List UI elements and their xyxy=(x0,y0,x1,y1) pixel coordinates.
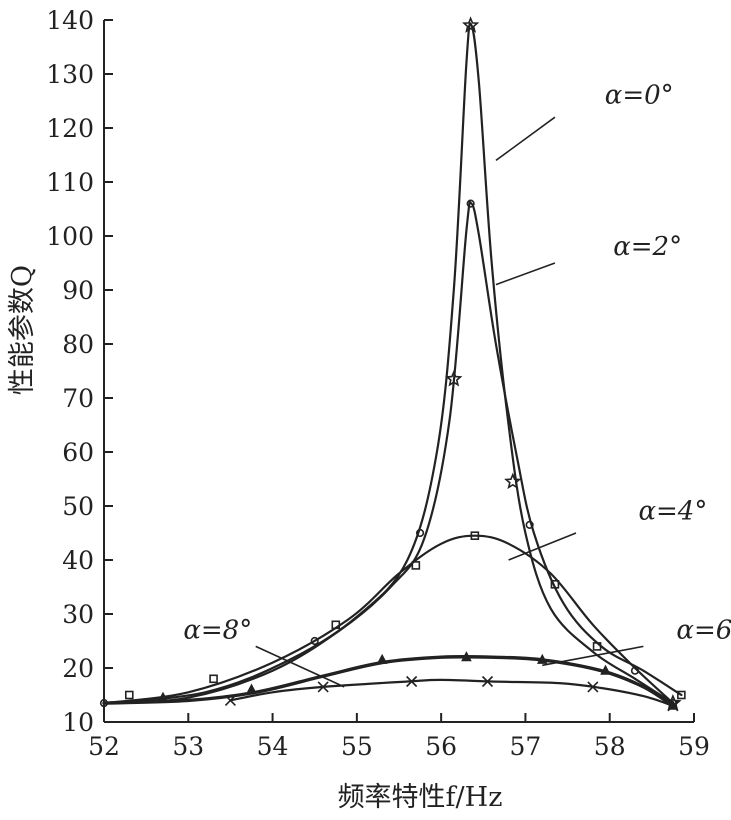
x-tick-label: 58 xyxy=(594,732,626,761)
x-ticks: 52 53 54 55 56 57 58 59 xyxy=(88,713,710,761)
data-point-circle xyxy=(630,666,640,675)
y-tick-label: 60 xyxy=(62,438,94,467)
series-label-leader xyxy=(255,645,345,688)
series-label: α=8° xyxy=(183,615,252,645)
y-tick-label: 70 xyxy=(62,384,94,413)
data-point-circle xyxy=(466,199,475,208)
data-point-square xyxy=(331,620,341,630)
curves xyxy=(102,22,683,708)
data-point-triangle xyxy=(246,683,257,694)
data-point-square xyxy=(411,561,421,570)
series-line xyxy=(102,22,674,705)
series-line xyxy=(102,534,674,705)
y-tick-label: 10 xyxy=(62,708,94,737)
data-point-cross xyxy=(667,700,679,712)
series-label: α=2° xyxy=(613,232,682,262)
y-tick-label: 130 xyxy=(46,60,94,89)
x-tick-label: 53 xyxy=(172,732,204,761)
data-point-square xyxy=(677,690,686,700)
data-point-square xyxy=(592,642,602,651)
series-label-leader xyxy=(495,116,556,162)
y-tick-label: 20 xyxy=(62,654,94,683)
data-point-triangle xyxy=(376,653,388,664)
data-point-square xyxy=(470,531,480,541)
y-tick-label: 120 xyxy=(46,114,94,143)
series-label: α=0° xyxy=(605,81,674,111)
y-tick-label: 140 xyxy=(46,6,94,35)
series-label: α=6° xyxy=(676,615,731,645)
y-tick-label: 50 xyxy=(62,492,94,521)
x-tick-label: 56 xyxy=(425,732,457,761)
data-point-cross xyxy=(317,681,329,693)
series-label-leader xyxy=(495,262,556,286)
data-point-triangle xyxy=(536,653,548,664)
data-point-triangle xyxy=(600,664,611,675)
data-point-star xyxy=(504,472,522,490)
data-point-cross xyxy=(224,694,236,706)
data-point-cross xyxy=(587,681,599,693)
data-point-circle xyxy=(525,520,534,530)
data-point-circle xyxy=(310,636,319,646)
x-tick-label: 52 xyxy=(88,732,120,761)
data-point-triangle xyxy=(461,651,472,662)
data-point-circle xyxy=(99,698,109,708)
series-label-leader xyxy=(508,532,577,561)
series-label-leader xyxy=(542,645,644,667)
y-tick-label: 90 xyxy=(62,276,94,305)
data-point-triangle xyxy=(157,691,169,702)
data-point-square xyxy=(550,579,560,589)
x-axis: 52 53 54 55 56 57 58 59 xyxy=(88,713,710,761)
x-tick-label: 54 xyxy=(257,732,289,761)
x-tick-label: 59 xyxy=(678,732,710,761)
y-tick-label: 110 xyxy=(46,168,94,197)
data-point-star xyxy=(445,369,463,387)
data-point-square xyxy=(209,674,218,684)
markers xyxy=(99,16,686,712)
y-axis-title: 性能参数Q xyxy=(7,265,38,395)
data-point-square xyxy=(124,690,134,700)
y-tick-label: 40 xyxy=(62,546,94,575)
y-tick-label: 80 xyxy=(62,330,94,359)
data-point-star xyxy=(462,16,480,33)
series-labels: α=0° α=2° α=4° α=6° α=8° xyxy=(183,81,731,688)
data-point-cross xyxy=(406,675,418,688)
y-axis: 10 20 30 40 50 60 70 80 90 100 110 120 130 140 xyxy=(46,6,113,737)
x-tick-label: 55 xyxy=(341,732,373,761)
data-point-circle xyxy=(415,528,425,538)
x-tick-label: 57 xyxy=(510,732,542,761)
x-axis-title: 频率特性f/Hz xyxy=(338,782,503,813)
y-tick-label: 30 xyxy=(62,600,94,629)
y-ticks: 10 20 30 40 50 60 70 80 90 100 110 120 130 140 xyxy=(46,6,113,737)
series-line xyxy=(102,654,675,708)
series-line xyxy=(229,678,674,707)
series-label: α=4° xyxy=(638,497,707,527)
y-tick-label: 100 xyxy=(46,222,94,251)
series-line xyxy=(102,200,683,705)
data-point-cross xyxy=(481,675,494,688)
